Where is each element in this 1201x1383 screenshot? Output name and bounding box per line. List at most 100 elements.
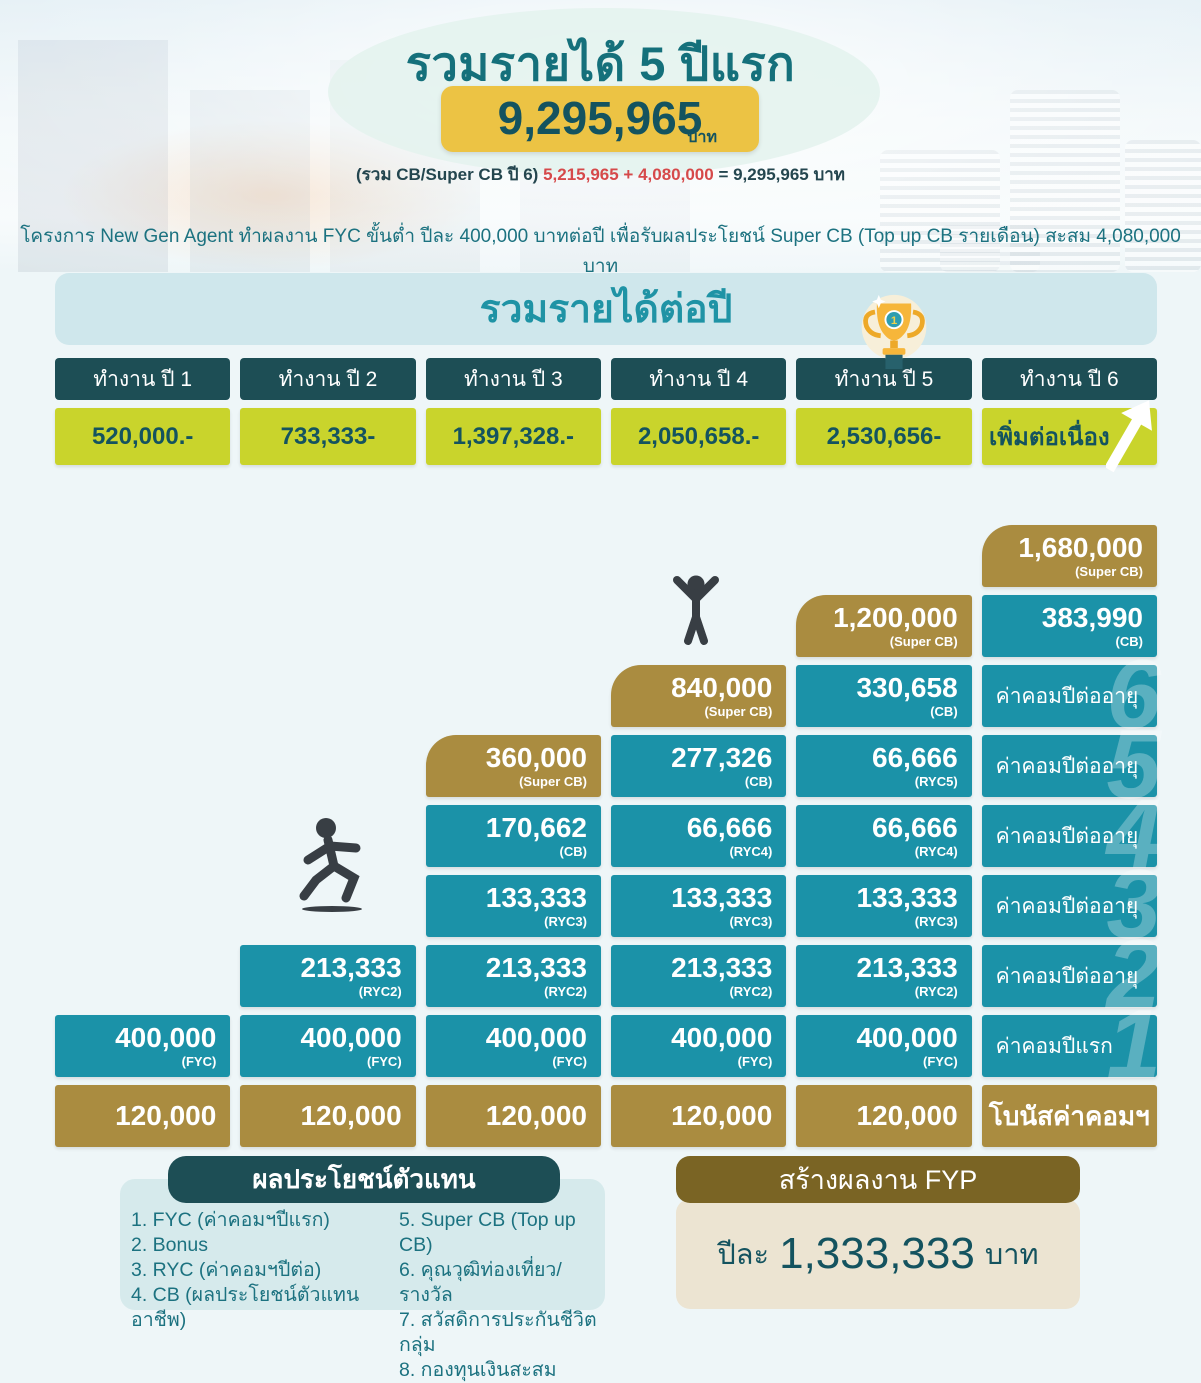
cell-sublabel: (CB) (559, 843, 587, 859)
cell-sublabel: (Super CB) (519, 773, 587, 789)
up-right-arrow-icon (1105, 400, 1152, 473)
cell-year3-ryc3: 133,333 (RYC3) (425, 875, 601, 937)
fyp-amount: 1,333,333 (779, 1229, 975, 1278)
row-label-text: ค่าคอมปีต่ออายุ (995, 964, 1139, 988)
column-header-label: ทำงาน ปี 6 (1019, 367, 1119, 391)
row-label-renewal-3: ค่าคอมปีต่ออายุ 3 (981, 855, 1161, 953)
cell-year5-ryc3: 133,333 (RYC3) (796, 875, 972, 937)
svg-text:1: 1 (891, 315, 898, 327)
cell-value: 170,662 (485, 811, 587, 843)
cell-value: 400,000 (485, 1021, 587, 1053)
column-header-year6: ทำงาน ปี 6 (981, 358, 1157, 400)
cell-sublabel: (RYC3) (544, 913, 587, 929)
year6-total: เพิ่มต่อเนื่อง (981, 400, 1157, 473)
year-total-value: เพิ่มต่อเนื่อง (989, 424, 1110, 451)
cell-value: 400,000 (115, 1021, 217, 1053)
cell-sublabel: (RYC4) (729, 843, 773, 859)
cell-value: 400,000 (671, 1021, 773, 1053)
fyp-header: สร้างผลงาน FYP (676, 1156, 1080, 1203)
column-header-label: ทำงาน ปี 3 (463, 367, 563, 391)
cell-value: 840,000 (671, 671, 773, 703)
fyp-box: ปีละ 1,333,333 บาท (676, 1199, 1080, 1309)
cell-sublabel: (FYC) (922, 1053, 958, 1069)
cell-sublabel: (FYC) (737, 1053, 773, 1069)
row-label-first-year: ค่าคอมปีแรก 1 (981, 995, 1161, 1093)
row-label-renewal-4: ค่าคอมปีต่ออายุ 4 (981, 785, 1161, 883)
year-total-value: 733,333- (280, 422, 376, 450)
row-label-text: ค่าคอมปีต่ออายุ (995, 754, 1139, 778)
cell-year4-ryc3: 133,333 (RYC3) (610, 875, 787, 937)
fyp-header-label: สร้างผลงาน FYP (778, 1165, 978, 1195)
row-label-text: ค่าคอมปีต่ออายุ (995, 684, 1139, 708)
row-label-renewal-6: ค่าคอมปีต่ออายุ 6 (981, 645, 1161, 743)
cell-value: 213,333 (300, 951, 402, 983)
year4-total: 2,050,658.- (610, 408, 787, 465)
column-header-label: ทำงาน ปี 1 (93, 367, 193, 391)
formula-line: (รวม CB/Super CB ปี 6) 5,215,965 + 4,080… (0, 161, 1201, 188)
formula-red-part: 5,215,965 + 4,080,000 (543, 165, 714, 184)
cell-value: 120,000 (115, 1100, 217, 1131)
cell-sublabel: (RYC5) (914, 773, 958, 789)
cell-value: 360,000 (485, 741, 587, 773)
row-label-text: ค่าคอมปีต่ออายุ (995, 824, 1139, 848)
fyp-unit: บาท (984, 1239, 1039, 1271)
row-label-text: ค่าคอมปีต่ออายุ (995, 894, 1139, 918)
cell-year4-cb: 277,326 (CB) (610, 735, 787, 797)
cell-sublabel: (CB) (1115, 633, 1143, 649)
cell-value: 400,000 (300, 1021, 402, 1053)
column-header-year2: ทำงาน ปี 2 (240, 358, 416, 400)
cell-year4-fyc: 400,000 (FYC) (610, 1015, 787, 1077)
trophy-icon: 1 (861, 294, 927, 369)
cell-value: 120,000 (856, 1100, 958, 1131)
benefits-list-right: 5. Super CB (Top up CB) 6. คุณวุฒิท่องเท… (399, 1208, 611, 1383)
benefit-item: 3. RYC (ค่าคอมฯปีต่อ) (131, 1259, 322, 1281)
cell-sublabel: (RYC4) (914, 843, 958, 859)
cell-value: 400,000 (856, 1021, 958, 1053)
year-total-value: 520,000.- (91, 422, 194, 450)
cell-year1-bonus: 120,000 (55, 1085, 231, 1147)
column-header-label: ทำงาน ปี 2 (278, 367, 378, 391)
formula-result: = 9,295,965 บาท (718, 165, 845, 184)
column-header-year1: ทำงาน ปี 1 (55, 358, 231, 400)
benefit-item: 4. CB (ผลประโยชน์ตัวแทนอาชีพ) (131, 1284, 360, 1331)
cell-value: 120,000 (485, 1100, 587, 1131)
yearly-income-table: ทำงาน ปี 1 ทำงาน ปี 2 ทำงาน ปี 3 ทำงาน ป… (55, 358, 1161, 1147)
year5-total: 2,530,656- (796, 408, 972, 465)
benefits-list: 1. FYC (ค่าคอมฯปีแรก) 2. Bonus 3. RYC (ค… (125, 1208, 611, 1383)
benefit-item: 6. คุณวุฒิท่องเที่ยว/รางวัล (399, 1259, 562, 1306)
cell-value: 383,990 (1041, 601, 1143, 633)
benefit-item: 1. FYC (ค่าคอมฯปีแรก) (131, 1209, 330, 1231)
row-label-bonus: โบนัสค่าคอมฯ (981, 1085, 1157, 1147)
cell-year5-ryc5: 66,666 (RYC5) (796, 735, 972, 797)
cell-year5-bonus: 120,000 (796, 1085, 972, 1147)
cell-year5-ryc2: 213,333 (RYC2) (796, 945, 972, 1007)
cell-year4-ryc4: 66,666 (RYC4) (610, 805, 787, 867)
runner-icon (299, 818, 362, 912)
cell-year3-ryc2: 213,333 (RYC2) (425, 945, 601, 1007)
cell-year4-supercb: 840,000 (Super CB) (610, 665, 787, 727)
cell-sublabel: (RYC2) (729, 983, 773, 999)
section-title: รวมรายได้ต่อปี (479, 288, 733, 331)
row-label-text: โบนัสค่าคอมฯ (988, 1100, 1150, 1131)
cell-sublabel: (FYC) (181, 1053, 217, 1069)
cell-year1-fyc: 400,000 (FYC) (55, 1015, 231, 1077)
total-currency: บาท (687, 129, 717, 146)
cell-sublabel: (CB) (930, 703, 958, 719)
benefit-item: 2. Bonus (131, 1234, 208, 1256)
cell-value: 120,000 (300, 1100, 402, 1131)
year1-total: 520,000.- (55, 408, 231, 465)
cell-value: 1,200,000 (833, 601, 958, 633)
cell-year4-bonus: 120,000 (610, 1085, 787, 1147)
cell-sublabel: (RYC2) (358, 983, 402, 999)
cell-value: 66,666 (872, 811, 958, 843)
cell-sublabel: (RYC2) (544, 983, 587, 999)
row-label-text: ค่าคอมปีแรก (995, 1034, 1113, 1058)
cell-year3-supercb: 360,000 (Super CB) (425, 735, 601, 797)
total-amount-box: 9,295,965 บาท (441, 86, 759, 152)
cell-value: 133,333 (485, 881, 587, 913)
cell-value: 330,658 (856, 671, 958, 703)
cell-value: 213,333 (671, 951, 773, 983)
total-amount: 9,295,965 (497, 92, 703, 144)
column-header-year4: ทำงาน ปี 4 (610, 358, 787, 400)
cell-value: 213,333 (485, 951, 587, 983)
